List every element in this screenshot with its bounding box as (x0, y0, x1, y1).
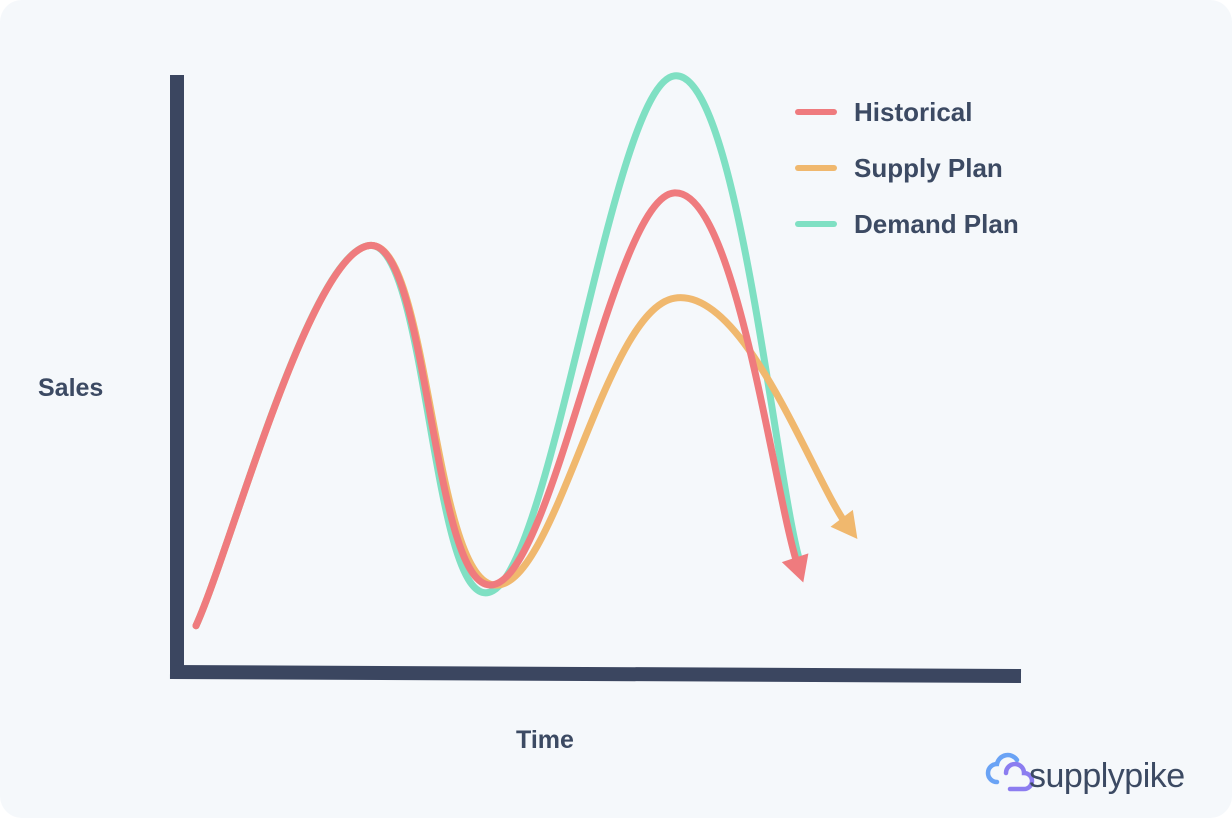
legend: Historical Supply Plan Demand Plan (795, 97, 1019, 239)
demand-plan-series-line (192, 72, 802, 630)
legend-label-historical: Historical (854, 97, 973, 127)
supply-plan-arrowhead (830, 509, 858, 540)
legend-item-supply-plan: Supply Plan (795, 153, 1003, 183)
legend-item-historical: Historical (795, 97, 973, 127)
x-axis-line (169, 665, 1022, 683)
historical-arrowhead (781, 553, 809, 583)
legend-label-supply-plan: Supply Plan (854, 153, 1003, 183)
series-layer (192, 72, 858, 630)
y-axis-label: Sales (38, 374, 103, 402)
axes (169, 75, 1022, 683)
historical-series-line (192, 189, 802, 630)
legend-item-demand-plan: Demand Plan (795, 209, 1019, 239)
brand-name: supplypike (1029, 757, 1185, 795)
legend-label-demand-plan: Demand Plan (854, 209, 1019, 239)
x-axis-label: Time (516, 726, 574, 754)
brand-logo: supplypike (985, 752, 1185, 795)
cloud-link-icon (985, 752, 1035, 792)
supply-plan-series-line (192, 242, 852, 630)
